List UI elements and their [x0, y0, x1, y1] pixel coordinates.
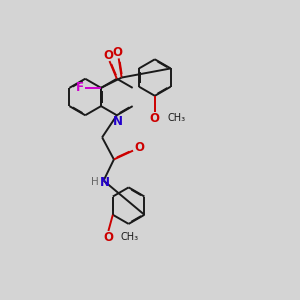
- Text: CH₃: CH₃: [121, 232, 139, 242]
- Text: O: O: [112, 46, 122, 59]
- Text: O: O: [134, 141, 144, 154]
- Text: F: F: [76, 81, 83, 94]
- Text: N: N: [113, 115, 123, 128]
- Text: H: H: [92, 177, 99, 187]
- Text: O: O: [150, 112, 160, 125]
- Text: O: O: [103, 231, 113, 244]
- Text: N: N: [100, 176, 110, 189]
- Text: O: O: [103, 49, 113, 62]
- Text: CH₃: CH₃: [167, 113, 185, 124]
